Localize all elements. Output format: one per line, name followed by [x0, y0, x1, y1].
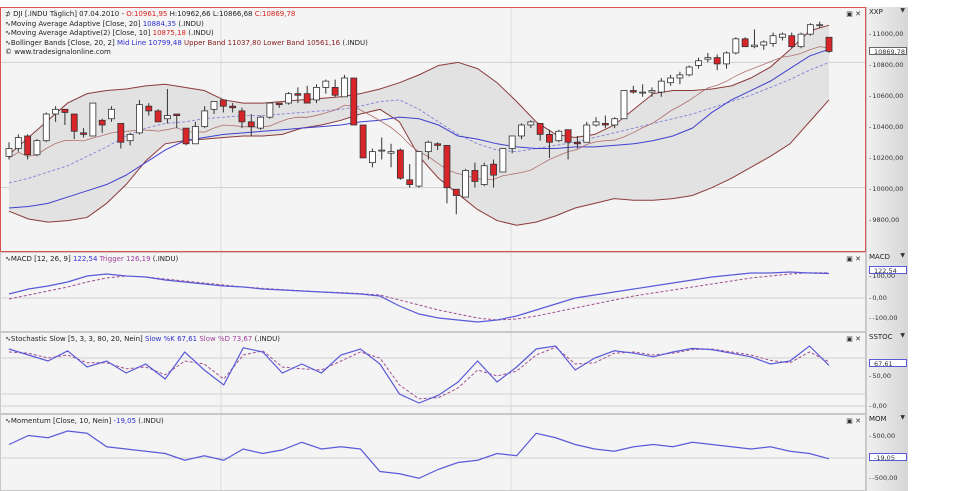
price-pane[interactable]: ⊅ DJI [.INDU Täglich] 07.04.2010 - O:109…	[0, 7, 866, 252]
macd-chart	[1, 253, 865, 331]
symbol-line: ⊅ DJI [.INDU Täglich] 07.04.2010 - O:109…	[5, 10, 296, 18]
scale-title: SSTOC	[869, 333, 893, 341]
stochastic-scale[interactable]: SSTOC ▼ 67,61 50,00 0,00	[866, 332, 908, 414]
tick: -100,00	[869, 314, 897, 322]
candle-icon: ⊅	[5, 10, 14, 18]
copyright: © www.tradesignalonline.com	[5, 48, 111, 56]
indicator-icon: ∿	[5, 417, 11, 425]
momentum-scale[interactable]: MOM ▼ 500,00 -19,05 -500,00	[866, 414, 908, 491]
high-value: H:10962,66	[167, 10, 211, 18]
last-value-marker: 122,54	[869, 266, 907, 275]
price-scale[interactable]: XXP ▼ 11000,00 10869,78 10800,00 10600,0…	[866, 7, 908, 252]
bollinger-legend[interactable]: ∿Bollinger Bands [Close, 20, 2] Mid Line…	[5, 38, 368, 47]
indicator-icon: ∿	[5, 19, 11, 28]
last-value-marker: 67,61	[869, 359, 907, 368]
scale-title: XXP	[869, 8, 883, 16]
tick: 10600,00	[869, 92, 903, 100]
indicator-icon: ∿	[5, 29, 11, 37]
close-icon[interactable]: ✕	[855, 255, 861, 263]
scale-title: MACD	[869, 253, 890, 261]
tick: 9800,00	[869, 216, 899, 224]
tick: -500,00	[869, 474, 897, 482]
ma10-legend[interactable]: ∿Moving Average Adaptive(2) [Close, 10] …	[5, 29, 214, 37]
maximize-icon[interactable]: ▣	[846, 417, 853, 425]
low-value: L:10866,68	[210, 10, 253, 18]
stochastic-legend[interactable]: ∿Stochastic Slow [5, 3, 3, 80, 20, Nein]…	[5, 335, 281, 343]
price-legend: ⊅ DJI [.INDU Täglich] 07.04.2010 - O:109…	[5, 10, 368, 58]
maximize-icon[interactable]: ▣	[846, 10, 853, 18]
tick: 10800,00	[869, 61, 903, 69]
price-chart	[1, 8, 865, 251]
tick: 0,00	[869, 294, 886, 302]
dropdown-icon[interactable]: ▼	[900, 332, 905, 339]
tick: 11000,00	[869, 30, 903, 38]
stochastic-chart	[1, 333, 865, 413]
tick: 100,00	[869, 272, 895, 280]
tick: 500,00	[869, 432, 895, 440]
last-value-marker: -19,05	[869, 453, 907, 462]
dropdown-icon[interactable]: ▼	[900, 252, 905, 259]
indicator-icon: ∿	[5, 335, 11, 343]
macd-scale[interactable]: MACD ▼ 100,00 122,54 0,00 -100,00	[866, 252, 908, 332]
dropdown-icon[interactable]: ▼	[900, 414, 905, 421]
momentum-pane[interactable]: ∿Momentum [Close, 10, Nein] -19,05 (.IND…	[0, 414, 866, 491]
last-price-marker: 10869,78	[869, 47, 907, 56]
tick: 10000,00	[869, 185, 903, 193]
open-value: O:10961,95	[126, 10, 168, 18]
tick: 10400,00	[869, 123, 903, 131]
close-value: C:10869,78	[252, 10, 296, 18]
ma20-legend[interactable]: ∿Moving Average Adaptive [Close, 20] 108…	[5, 19, 204, 28]
tick: 0,00	[869, 402, 886, 410]
close-icon[interactable]: ✕	[855, 10, 861, 18]
pane-controls: ▣ ✕	[846, 335, 861, 343]
tick: 50,00	[869, 372, 891, 380]
indicator-icon: ∿	[5, 255, 11, 263]
scale-title: MOM	[869, 415, 887, 423]
macd-pane[interactable]: ∿MACD [12, 26, 9] 122,54 Trigger 126,19 …	[0, 252, 866, 332]
stochastic-pane[interactable]: ∿Stochastic Slow [5, 3, 3, 80, 20, Nein]…	[0, 332, 866, 414]
tick: 10200,00	[869, 154, 903, 162]
pane-controls: ▣ ✕	[846, 10, 861, 18]
momentum-legend[interactable]: ∿Momentum [Close, 10, Nein] -19,05 (.IND…	[5, 417, 164, 425]
pane-controls: ▣ ✕	[846, 417, 861, 425]
maximize-icon[interactable]: ▣	[846, 255, 853, 263]
dropdown-icon[interactable]: ▼	[900, 7, 905, 14]
indicator-icon: ∿	[5, 38, 11, 47]
momentum-chart	[1, 415, 865, 490]
close-icon[interactable]: ✕	[855, 417, 861, 425]
pane-controls: ▣ ✕	[846, 255, 861, 263]
maximize-icon[interactable]: ▣	[846, 335, 853, 343]
close-icon[interactable]: ✕	[855, 335, 861, 343]
macd-legend[interactable]: ∿MACD [12, 26, 9] 122,54 Trigger 126,19 …	[5, 255, 179, 263]
